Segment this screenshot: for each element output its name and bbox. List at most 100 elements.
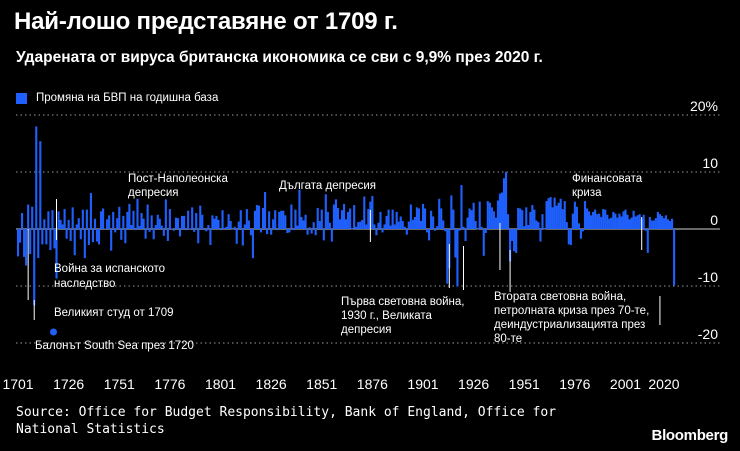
bar-1882 <box>383 224 386 229</box>
bar-1952 <box>525 207 528 229</box>
bar-1936 <box>492 211 495 229</box>
bar-1753 <box>122 215 125 229</box>
bar-1938 <box>496 200 499 229</box>
bar-1822 <box>261 207 265 229</box>
bar-1729 <box>73 229 76 256</box>
bar-1986 <box>594 209 597 229</box>
bar-1854 <box>326 211 329 229</box>
bar-1814 <box>245 209 248 229</box>
bar-1891 <box>401 221 404 229</box>
bar-1900 <box>419 221 423 229</box>
bar-1755 <box>126 211 129 229</box>
bar-1789 <box>195 213 198 229</box>
bar-1812 <box>241 229 244 246</box>
bar-1829 <box>276 229 279 231</box>
bar-1920 <box>460 185 463 229</box>
bar-1886 <box>391 209 394 229</box>
annotation-long-depression: Дългата депресия <box>279 180 376 192</box>
bar-1921 <box>462 226 465 229</box>
bar-1775 <box>166 229 169 241</box>
x-tick-label: 2001 <box>610 376 641 392</box>
bar-1981 <box>583 201 587 229</box>
bar-1953 <box>527 225 530 229</box>
legend-label: Промяна на БВП на годишна база <box>36 92 219 104</box>
bar-2012 <box>646 229 649 253</box>
bar-1940 <box>500 192 504 229</box>
bar-1777 <box>170 228 173 230</box>
y-tick-label: -10 <box>698 269 718 285</box>
bar-1826 <box>270 229 273 235</box>
bar-1867 <box>353 205 356 229</box>
bar-1880 <box>379 211 382 229</box>
bar-1751 <box>118 206 121 229</box>
bar-1877 <box>373 224 376 229</box>
annotation-ww1-depression: Първа световна война, 1930 г., Великата … <box>341 296 468 336</box>
bar-1870 <box>359 221 362 229</box>
bar-1806 <box>229 221 232 229</box>
bar-1944 <box>509 229 512 262</box>
bar-1815 <box>247 220 250 229</box>
bar-1960 <box>541 214 544 229</box>
annotation-leaders <box>27 199 661 336</box>
bar-1872 <box>363 196 366 229</box>
bar-1873 <box>365 224 368 229</box>
bar-1890 <box>399 216 402 229</box>
bar-1969 <box>559 198 562 229</box>
bar-2007 <box>636 215 639 229</box>
bar-1803 <box>223 227 226 229</box>
bar-2014 <box>650 220 653 229</box>
bar-1968 <box>557 202 560 229</box>
bar-2005 <box>632 210 635 229</box>
x-tick-label: 2020 <box>648 376 679 392</box>
bar-1708 <box>31 206 34 229</box>
bar-1748 <box>112 211 115 229</box>
bar-1703 <box>21 213 24 229</box>
bar-1912 <box>444 229 447 232</box>
source-note: Source: Office for Budget Responsibility… <box>16 405 557 437</box>
x-tick-label: 1726 <box>53 376 84 392</box>
bar-1767 <box>150 215 153 229</box>
annotation-ww2-oil-crisis: Втората световна война, петролната криза… <box>494 291 652 345</box>
bar-1842 <box>302 220 305 229</box>
bar-2013 <box>648 217 651 229</box>
bar-1963 <box>547 198 550 229</box>
bar-1930 <box>480 226 483 229</box>
bar-1725 <box>65 229 68 239</box>
bar-1954 <box>529 211 532 229</box>
bar-1856 <box>330 229 333 242</box>
bar-1773 <box>162 229 165 236</box>
bar-2025 <box>673 229 676 286</box>
bar-1745 <box>106 219 109 229</box>
bar-1719 <box>53 229 56 249</box>
bar-1881 <box>381 229 384 233</box>
bar-1948 <box>517 207 520 229</box>
bar-1702 <box>18 229 22 243</box>
bar-2010 <box>642 214 645 229</box>
bar-1768 <box>152 229 155 240</box>
bar-1824 <box>266 229 269 235</box>
bar-1724 <box>63 209 66 229</box>
bar-1849 <box>316 207 319 229</box>
bar-1879 <box>377 222 380 229</box>
bar-1735 <box>85 209 88 229</box>
bar-1871 <box>361 219 364 229</box>
x-tick-label: 1751 <box>104 376 135 392</box>
bar-1848 <box>314 229 317 236</box>
bar-1958 <box>537 222 540 229</box>
bar-1741 <box>97 229 101 245</box>
legend: Промяна на БВП на годишна база <box>16 92 218 104</box>
x-tick-label: 1776 <box>154 376 185 392</box>
bar-1957 <box>535 220 538 229</box>
bar-1817 <box>251 229 254 259</box>
bar-1790 <box>197 229 200 244</box>
bar-1971 <box>563 201 566 229</box>
bar-1852 <box>322 229 325 241</box>
bar-1704 <box>23 229 26 257</box>
bar-1736 <box>87 229 90 245</box>
bar-1757 <box>130 225 133 229</box>
bar-1857 <box>332 204 335 229</box>
bar-1908 <box>436 226 439 229</box>
bar-1718 <box>51 210 54 229</box>
bar-1794 <box>205 229 208 232</box>
bar-1883 <box>385 215 388 229</box>
